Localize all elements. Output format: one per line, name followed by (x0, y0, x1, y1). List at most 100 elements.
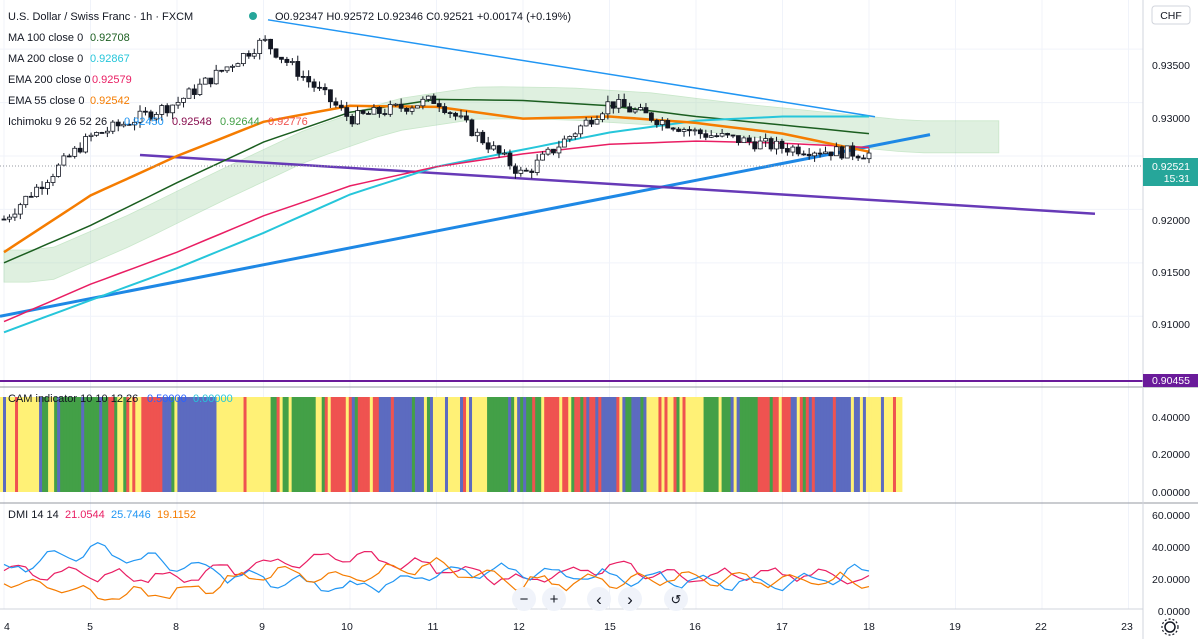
cam-bar (505, 397, 509, 492)
cam-bar (0, 397, 4, 492)
gear-icon[interactable] (1164, 621, 1176, 633)
candle-body (806, 153, 812, 157)
cam-bar (270, 397, 275, 492)
cam-bar (114, 397, 118, 492)
candle-body (322, 87, 328, 91)
cam-bar (213, 397, 217, 492)
candle-body (126, 123, 132, 126)
legend-ema200-value: 0.92579 (92, 74, 132, 86)
legend-ichimoku[interactable]: Ichimoku 9 26 52 26 (8, 116, 107, 128)
cam-bar (490, 397, 494, 492)
time-tick: 23 (1121, 621, 1133, 633)
cam-bar (811, 397, 816, 492)
legend-ma200[interactable]: MA 200 close 0 (8, 53, 83, 65)
cam-bar (357, 397, 362, 492)
candle-body (855, 155, 861, 159)
legend-cam[interactable]: CAM indicator 10 10 12 26 (8, 393, 138, 405)
cam-bar (460, 397, 464, 492)
time-axis[interactable]: 4 5 8 9 10 11 12 15 16 17 18 19 22 23 (4, 621, 1133, 633)
candle-body (415, 105, 420, 109)
cam-bar (414, 397, 419, 492)
scroll-forward-button[interactable]: › (618, 587, 642, 611)
time-tick: 19 (949, 621, 961, 633)
candle-body (409, 107, 415, 112)
cam-axis[interactable]: 0.40000 0.20000 0.00000 (1152, 412, 1190, 499)
cam-bar (279, 397, 284, 492)
currency-badge[interactable] (1151, 5, 1191, 25)
cam-bar (652, 397, 656, 492)
candle-body (643, 107, 649, 114)
candle-body (594, 119, 600, 125)
cam-bar (841, 397, 846, 492)
candle-body (464, 115, 469, 121)
cam-bar (180, 397, 184, 492)
scroll-back-bg (587, 587, 611, 611)
dmi-axis[interactable]: 60.0000 40.0000 20.0000 0.0000 (1152, 510, 1190, 618)
price-axis[interactable]: CHF 0.93500 0.93000 0.92000 0.91500 0.91… (1143, 5, 1198, 387)
cam-bar (21, 397, 25, 492)
symbol-title[interactable]: U.S. Dollar / Swiss Franc · 1h · FXCM (8, 11, 193, 23)
candle-body (333, 101, 339, 106)
cam-bar (429, 397, 434, 492)
candle-body (828, 151, 834, 157)
cam-bar (859, 397, 864, 492)
candle-body (697, 129, 703, 135)
reset-chart-button[interactable]: ↺ (664, 587, 688, 611)
candle-body (317, 86, 322, 89)
cam-bar (78, 397, 82, 492)
candle-body (425, 95, 431, 100)
candle-body (376, 107, 382, 114)
cam-bar (706, 397, 710, 492)
legend-ema55[interactable]: EMA 55 close 0 (8, 95, 84, 107)
candle-body (311, 81, 317, 88)
dmi-line-adx (3, 556, 870, 601)
cam-bar (496, 397, 500, 492)
cam-bar (351, 397, 356, 492)
candle-body (741, 137, 747, 144)
currency-label: CHF (1160, 10, 1182, 22)
cam-bar (198, 397, 202, 492)
candle-body (371, 107, 377, 115)
market-open-dot (249, 12, 257, 20)
cam-bar (487, 397, 491, 492)
candle-body (714, 135, 720, 138)
candle-body (627, 106, 633, 113)
cam-bar (601, 397, 605, 492)
candle-body (839, 146, 845, 159)
candle-body (545, 148, 551, 155)
legend-ma100[interactable]: MA 100 close 0 (8, 32, 83, 44)
cam-bar (75, 397, 79, 492)
candle-body (540, 153, 545, 161)
dmi-tick: 60.0000 (1152, 510, 1190, 522)
cam-bar (838, 397, 843, 492)
cam-bar (772, 397, 777, 492)
candle-body (442, 106, 448, 113)
candle-body (289, 61, 295, 63)
cam-bar (844, 397, 849, 492)
cam-bar (162, 397, 166, 492)
cam-bar (484, 397, 488, 492)
cam-bar (604, 397, 608, 492)
cam-bar (366, 397, 371, 492)
scroll-back-button[interactable]: ‹ (587, 587, 611, 611)
legend-dmi[interactable]: DMI 14 14 (8, 509, 59, 521)
candle-body (752, 141, 758, 150)
trendlines[interactable] (0, 19, 1096, 318)
cam-bar (273, 397, 278, 492)
cam-bar (258, 397, 262, 492)
cam-bar (117, 397, 121, 492)
zoom-out-button[interactable]: − (512, 587, 536, 611)
legend-ema200[interactable]: EMA 200 close 0 (8, 74, 91, 86)
candle-body (670, 127, 676, 130)
cam-bar (108, 397, 112, 492)
cam-bar (586, 397, 590, 492)
nav-controls: − + ‹ › ↺ (512, 587, 688, 611)
zoom-in-button[interactable]: + (542, 587, 566, 611)
cam-bar (766, 397, 771, 492)
candle-body (28, 195, 34, 198)
settings-button[interactable] (1161, 618, 1179, 636)
cam-bar (3, 397, 7, 492)
cam-bar (691, 397, 695, 492)
cam-bar (81, 397, 85, 492)
